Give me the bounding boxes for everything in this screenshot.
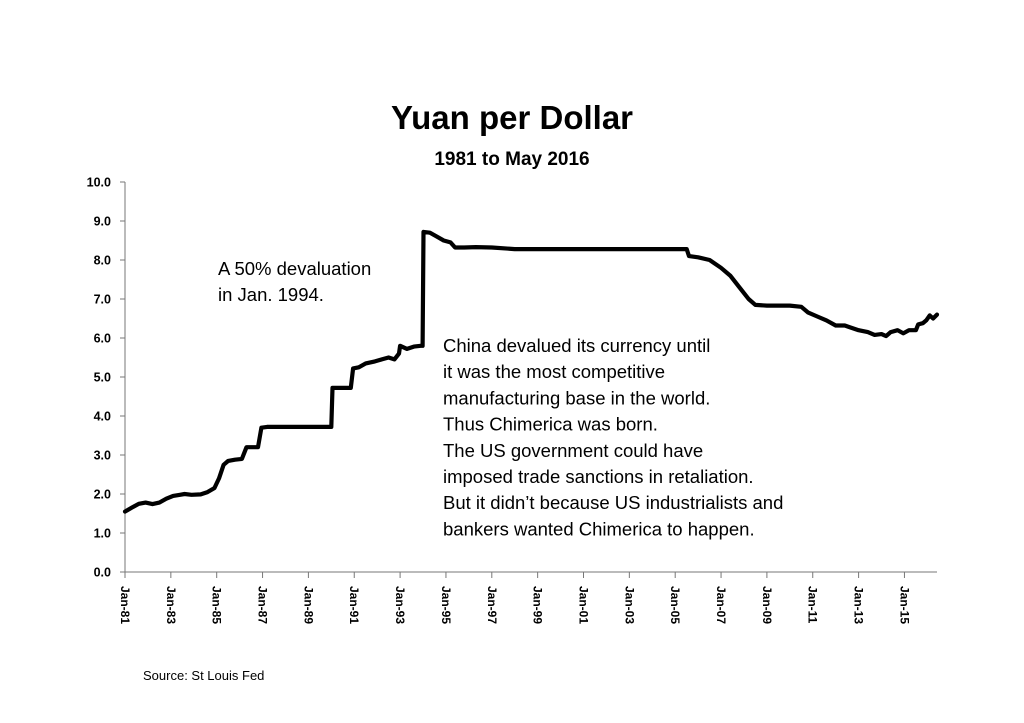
x-tick-label: Jan-87 (256, 586, 270, 624)
x-tick-label: Jan-03 (622, 586, 636, 624)
annotation-devaluation: A 50% devaluation in Jan. 1994. (218, 258, 371, 305)
x-tick-label: Jan-97 (485, 586, 499, 624)
x-tick-label: Jan-15 (897, 586, 911, 624)
x-tick-label: Jan-91 (347, 586, 361, 624)
y-tick-label: 2.0 (94, 488, 111, 502)
x-tick-label: Jan-95 (439, 586, 453, 624)
x-tick-label: Jan-07 (714, 586, 728, 624)
annotation-line: But it didn’t because US industrialists … (443, 492, 783, 513)
x-axis: Jan-81 Jan-83 Jan-85 Jan-87 Jan-89 Jan-91 Jan-… (118, 571, 937, 624)
x-tick-label: Jan-93 (393, 586, 407, 624)
y-tick-label: 7.0 (94, 293, 111, 307)
y-tick-label: 0.0 (94, 566, 111, 580)
annotation-line: The US government could have (443, 440, 703, 461)
y-tick-label: 9.0 (94, 215, 111, 229)
chart-subtitle: 1981 to May 2016 (434, 149, 589, 170)
y-tick-label: 5.0 (94, 371, 111, 385)
annotation-line: China devalued its currency until (443, 335, 710, 356)
x-tick-label: Jan-89 (301, 586, 315, 624)
y-tick-label: 3.0 (94, 449, 111, 463)
y-tick-label: 8.0 (94, 254, 111, 268)
annotation-line: imposed trade sanctions in retaliation. (443, 466, 754, 487)
annotation-line: bankers wanted Chimerica to happen. (443, 518, 755, 539)
y-tick-label: 6.0 (94, 332, 111, 346)
x-tick-label: Jan-01 (576, 586, 590, 624)
x-tick-label: Jan-05 (668, 586, 682, 624)
series-layer (122, 229, 940, 514)
x-tick-label: Jan-83 (164, 586, 178, 624)
annotation-line: manufacturing base in the world. (443, 387, 710, 408)
y-tick-label: 1.0 (94, 527, 111, 541)
x-tick-label: Jan-11 (806, 586, 820, 624)
y-tick-label: 4.0 (94, 410, 111, 424)
chart-title: Yuan per Dollar (391, 99, 633, 136)
annotation-line: A 50% devaluation (218, 258, 371, 279)
x-tick-label: Jan-85 (210, 586, 224, 624)
source-note: Source: St Louis Fed (143, 668, 264, 683)
annotation-line: Thus Chimerica was born. (443, 414, 658, 435)
annotation-chimerica: China devalued its currency until it was … (443, 335, 783, 539)
x-tick-label: Jan-99 (531, 586, 545, 624)
series-line (122, 229, 940, 514)
y-axis: 0.0 1.0 2.0 3.0 4.0 5.0 6.0 7.0 8.0 9.0 10.0 (87, 176, 126, 580)
x-tick-label: Jan-09 (760, 586, 774, 624)
annotation-line: it was the most competitive (443, 361, 665, 382)
annotation-line: in Jan. 1994. (218, 284, 324, 305)
x-tick-label: Jan-81 (118, 586, 132, 624)
x-tick-label: Jan-13 (852, 586, 866, 624)
y-tick-label: 10.0 (87, 176, 111, 190)
